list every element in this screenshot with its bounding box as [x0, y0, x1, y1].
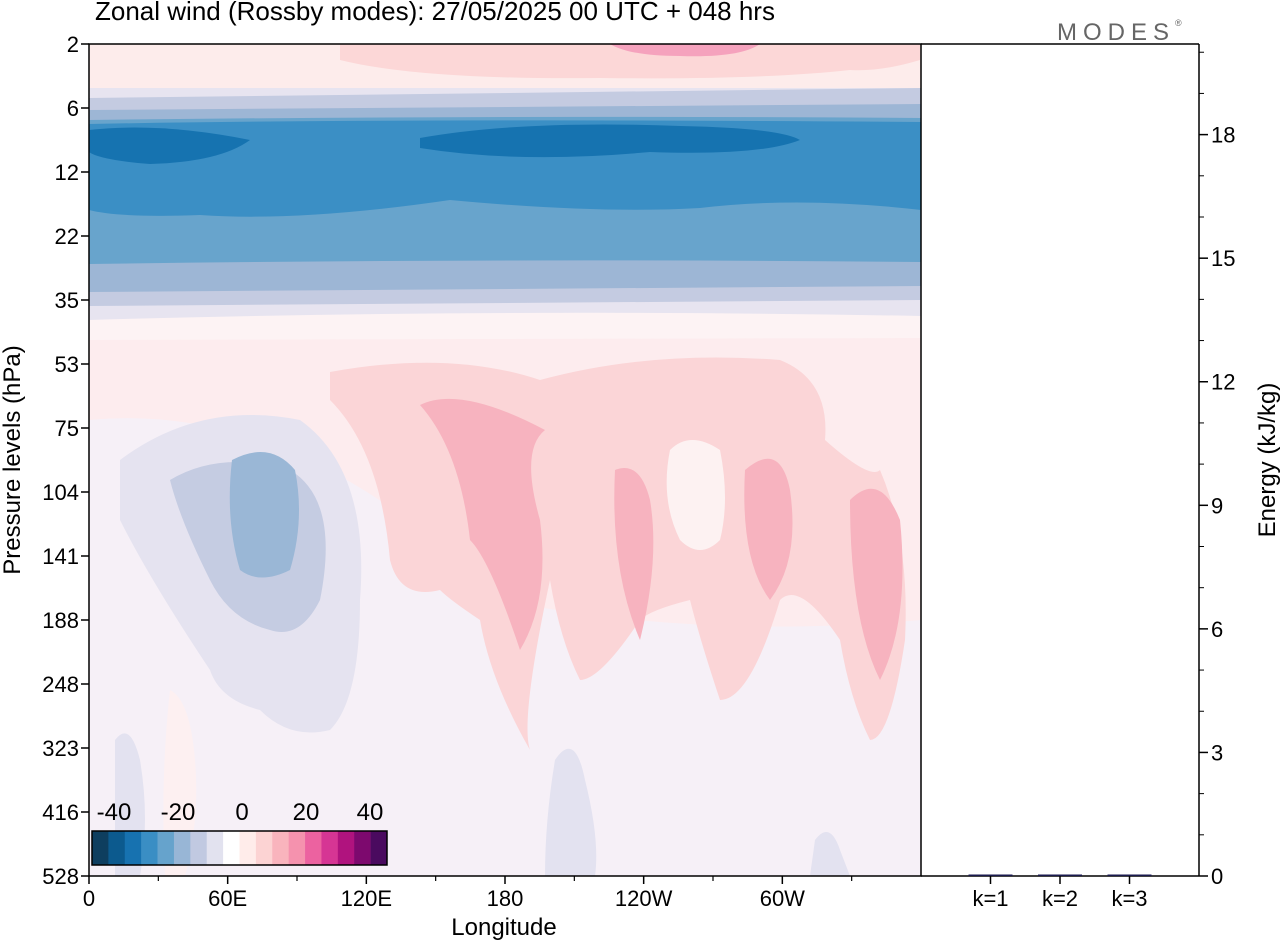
- energy-bar: [968, 874, 1013, 876]
- y-tick-label: 53: [55, 352, 79, 377]
- x-tick-label: 180: [487, 886, 524, 911]
- y-tick-label: 6: [67, 96, 79, 121]
- colorbar: [92, 831, 388, 865]
- colorbar-tick-label: 0: [235, 799, 248, 826]
- y-tick-label: 2: [67, 32, 79, 57]
- modes-logo: MODES®: [1057, 18, 1182, 47]
- energy-tick-label: 3: [1211, 740, 1223, 765]
- pressure-axis: 2 6 12 22 35 53 75 104 141 188 248 323 416 528: [42, 32, 89, 889]
- y-tick-label: 104: [42, 480, 79, 505]
- colorbar-swatch: [370, 831, 388, 865]
- modes-logo-text: MODES: [1057, 19, 1176, 46]
- colorbar-swatch: [272, 831, 289, 865]
- y-tick-label: 188: [42, 608, 79, 633]
- y-tick-label: 323: [42, 736, 79, 761]
- colorbar-swatch: [305, 831, 322, 865]
- energy-bars: k=1 k=2 k=3: [968, 874, 1152, 911]
- colorbar-swatch: [173, 831, 191, 865]
- energy-bar: [1107, 874, 1152, 876]
- y-tick-label: 35: [55, 288, 79, 313]
- colorbar-tick-label: 40: [357, 799, 384, 826]
- chart-title: Zonal wind (Rossby modes): 27/05/2025 00…: [95, 0, 775, 26]
- colorbar-swatch: [92, 831, 109, 865]
- y-tick-label: 416: [42, 800, 79, 825]
- y-axis-label: Pressure levels (hPa): [0, 345, 26, 574]
- energy-tick-label: 12: [1211, 370, 1235, 395]
- colorbar-tick-label: -20: [161, 799, 196, 826]
- colorbar-swatch: [190, 831, 208, 865]
- colorbar-swatch: [157, 831, 175, 865]
- colorbar-swatch: [255, 831, 273, 865]
- x-tick-label: 60E: [208, 886, 247, 911]
- y-tick-label: 141: [42, 544, 79, 569]
- longitude-axis: 0 60E 120E 180 120W 60W: [83, 876, 853, 911]
- y-tick-label: 22: [55, 224, 79, 249]
- energy-axis: 0 3 6 9 12 15 18: [1199, 51, 1235, 889]
- y-tick-label: 75: [55, 416, 79, 441]
- energy-tick-label: 18: [1211, 123, 1235, 148]
- wind-field: [89, 44, 921, 876]
- y-tick-label: 528: [42, 864, 79, 889]
- energy-tick-label: 0: [1211, 864, 1223, 889]
- colorbar-swatch: [288, 831, 306, 865]
- energy-bar-label: k=2: [1042, 886, 1078, 911]
- y-tick-label: 248: [42, 672, 79, 697]
- energy-bar-label: k=3: [1111, 886, 1147, 911]
- colorbar-swatch: [354, 831, 371, 865]
- x-axis-label: Longitude: [451, 914, 556, 941]
- colorbar-frame: [91, 830, 388, 866]
- colorbar-tick-label: 20: [293, 799, 320, 826]
- registered-mark: ®: [1175, 18, 1182, 28]
- colorbar-swatch: [239, 831, 257, 865]
- colorbar-swatch: [141, 831, 158, 865]
- colorbar-swatch: [124, 831, 142, 865]
- x-tick-label: 120W: [615, 886, 673, 911]
- y-tick-label: 12: [55, 160, 79, 185]
- colorbar-swatch: [108, 831, 126, 865]
- colorbar-tick-label: -40: [97, 799, 132, 826]
- energy-bar: [1038, 874, 1082, 876]
- energy-tick-label: 15: [1211, 246, 1235, 271]
- energy-bar-label: k=1: [972, 886, 1008, 911]
- x-tick-label: 120E: [341, 886, 392, 911]
- colorbar-swatch: [206, 831, 224, 865]
- x-tick-label: 60W: [760, 886, 805, 911]
- energy-axis-label: Energy (kJ/kg): [1254, 383, 1280, 538]
- x-tick-label: 0: [83, 886, 95, 911]
- colorbar-swatch: [223, 831, 240, 865]
- colorbar-swatch: [321, 831, 339, 865]
- colorbar-swatch: [337, 831, 355, 865]
- energy-tick-label: 9: [1211, 493, 1223, 518]
- colorbar-labels: -40 -20 0 20 40: [97, 799, 384, 826]
- energy-tick-label: 6: [1211, 617, 1223, 642]
